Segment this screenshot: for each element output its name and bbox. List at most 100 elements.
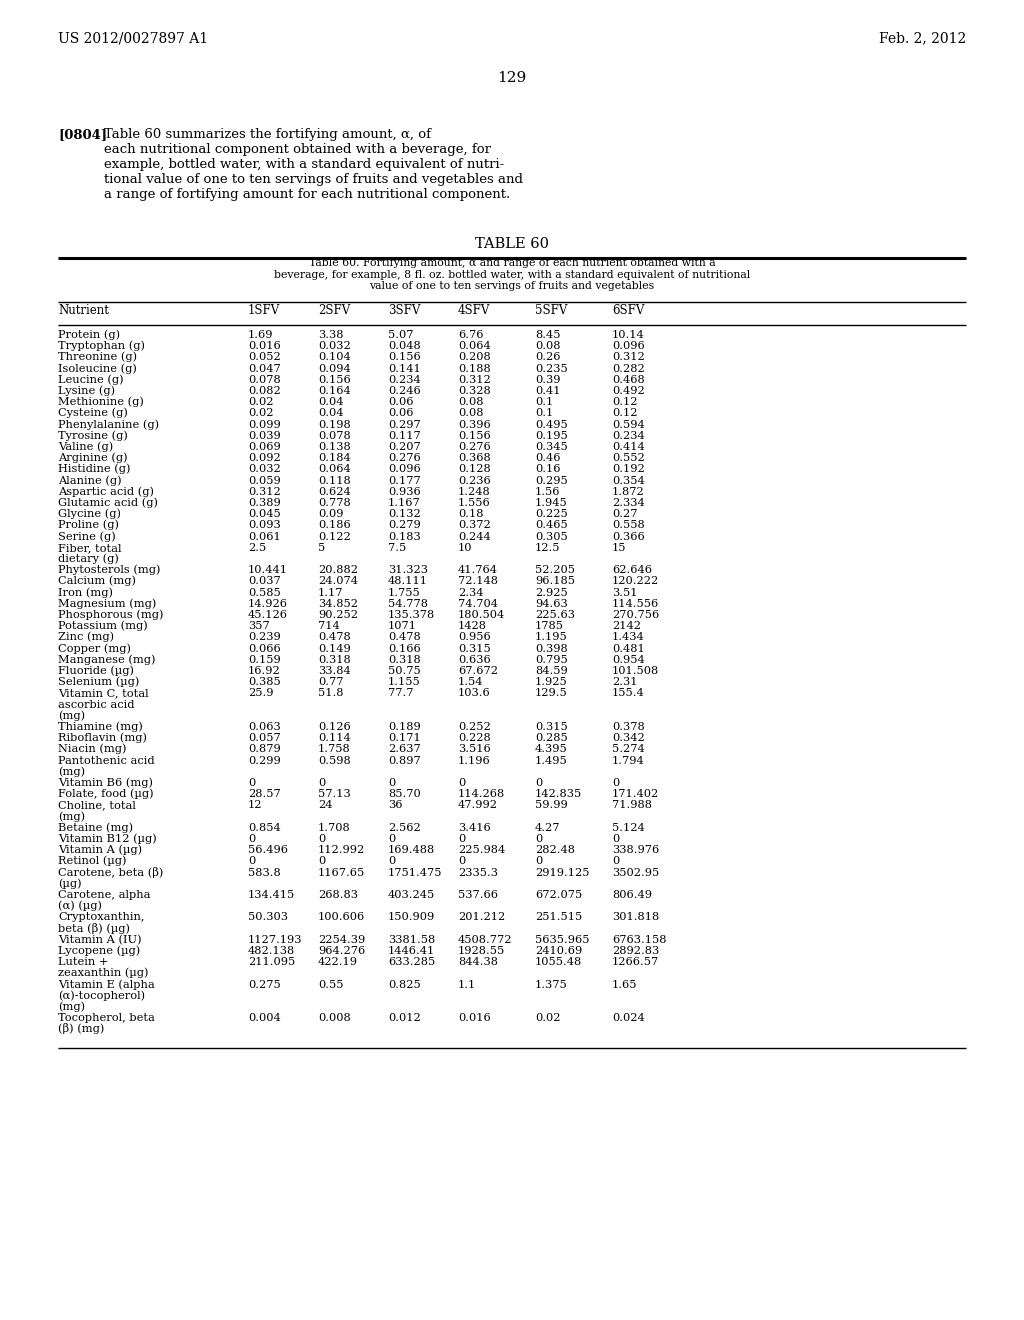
Text: Proline (g): Proline (g) (58, 520, 119, 531)
Text: 0.795: 0.795 (535, 655, 567, 665)
Text: beta (β) (µg): beta (β) (µg) (58, 923, 130, 933)
Text: 1.758: 1.758 (318, 744, 351, 755)
Text: 84.59: 84.59 (535, 667, 567, 676)
Text: 0.312: 0.312 (458, 375, 490, 385)
Text: 0.354: 0.354 (612, 475, 645, 486)
Text: 112.992: 112.992 (318, 845, 366, 855)
Text: 50.75: 50.75 (388, 667, 421, 676)
Text: 2892.83: 2892.83 (612, 946, 659, 956)
Text: 3.38: 3.38 (318, 330, 343, 341)
Text: 0.104: 0.104 (318, 352, 351, 363)
Text: 0.192: 0.192 (612, 465, 645, 474)
Text: 0.118: 0.118 (318, 475, 351, 486)
Text: 0.024: 0.024 (612, 1014, 645, 1023)
Text: 1785: 1785 (535, 622, 564, 631)
Text: 0.189: 0.189 (388, 722, 421, 733)
Text: 33.84: 33.84 (318, 667, 351, 676)
Text: Tryptophan (g): Tryptophan (g) (58, 341, 145, 351)
Text: 0.093: 0.093 (248, 520, 281, 531)
Text: 0.12: 0.12 (612, 397, 638, 407)
Text: 0.378: 0.378 (612, 722, 645, 733)
Text: 537.66: 537.66 (458, 890, 498, 900)
Text: 171.402: 171.402 (612, 789, 659, 799)
Text: 0.328: 0.328 (458, 385, 490, 396)
Text: 0: 0 (318, 777, 326, 788)
Text: 0.08: 0.08 (535, 341, 560, 351)
Text: Isoleucine (g): Isoleucine (g) (58, 363, 137, 374)
Text: 6.76: 6.76 (458, 330, 483, 341)
Text: 0.082: 0.082 (248, 385, 281, 396)
Text: 0.128: 0.128 (458, 465, 490, 474)
Text: 2.925: 2.925 (535, 587, 567, 598)
Text: 1.1: 1.1 (458, 979, 476, 990)
Text: Fiber, total: Fiber, total (58, 543, 122, 553)
Text: 0: 0 (612, 834, 620, 843)
Text: 0.246: 0.246 (388, 385, 421, 396)
Text: Feb. 2, 2012: Feb. 2, 2012 (879, 30, 966, 45)
Text: a range of fortifying amount for each nutritional component.: a range of fortifying amount for each nu… (104, 187, 510, 201)
Text: 0.492: 0.492 (612, 385, 645, 396)
Text: 0.1: 0.1 (535, 408, 553, 418)
Text: 282.48: 282.48 (535, 845, 575, 855)
Text: 0: 0 (535, 834, 543, 843)
Text: 2.5: 2.5 (248, 543, 266, 553)
Text: 1.65: 1.65 (612, 979, 638, 990)
Text: 1055.48: 1055.48 (535, 957, 583, 968)
Text: 57.13: 57.13 (318, 789, 351, 799)
Text: 0.385: 0.385 (248, 677, 281, 688)
Text: 0: 0 (458, 834, 465, 843)
Text: 0.063: 0.063 (248, 722, 281, 733)
Text: 1446.41: 1446.41 (388, 946, 435, 956)
Text: 0.048: 0.048 (388, 341, 421, 351)
Text: Vitamin B6 (mg): Vitamin B6 (mg) (58, 777, 153, 788)
Text: 714: 714 (318, 622, 340, 631)
Text: 301.818: 301.818 (612, 912, 659, 923)
Text: 3381.58: 3381.58 (388, 935, 435, 945)
Text: Tocopherol, beta: Tocopherol, beta (58, 1014, 155, 1023)
Text: Valine (g): Valine (g) (58, 441, 114, 451)
Text: US 2012/0027897 A1: US 2012/0027897 A1 (58, 30, 208, 45)
Text: 129.5: 129.5 (535, 689, 567, 698)
Text: 5635.965: 5635.965 (535, 935, 590, 945)
Text: dietary (g): dietary (g) (58, 553, 119, 564)
Text: 0.02: 0.02 (248, 408, 273, 418)
Text: 672.075: 672.075 (535, 890, 583, 900)
Text: 1.56: 1.56 (535, 487, 560, 496)
Text: 0.02: 0.02 (248, 397, 273, 407)
Text: 2.637: 2.637 (388, 744, 421, 755)
Text: 0.55: 0.55 (318, 979, 343, 990)
Text: 0.059: 0.059 (248, 475, 281, 486)
Text: 0: 0 (248, 857, 255, 866)
Text: 2919.125: 2919.125 (535, 867, 590, 878)
Text: 0: 0 (248, 834, 255, 843)
Text: 28.57: 28.57 (248, 789, 281, 799)
Text: (α) (µg): (α) (µg) (58, 900, 102, 911)
Text: 0.184: 0.184 (318, 453, 351, 463)
Text: 114.268: 114.268 (458, 789, 505, 799)
Text: 45.126: 45.126 (248, 610, 288, 620)
Text: 0.18: 0.18 (458, 510, 483, 519)
Text: 0: 0 (535, 857, 543, 866)
Text: 201.212: 201.212 (458, 912, 505, 923)
Text: 0.057: 0.057 (248, 733, 281, 743)
Text: 0.624: 0.624 (318, 487, 351, 496)
Text: 0.594: 0.594 (612, 420, 645, 429)
Text: 1.17: 1.17 (318, 587, 343, 598)
Text: 36: 36 (388, 800, 402, 810)
Text: 0.096: 0.096 (612, 341, 645, 351)
Text: 0.122: 0.122 (318, 532, 351, 541)
Text: Iron (mg): Iron (mg) (58, 587, 113, 598)
Text: 2335.3: 2335.3 (458, 867, 498, 878)
Text: 1.872: 1.872 (612, 487, 645, 496)
Text: 0.208: 0.208 (458, 352, 490, 363)
Text: 0.164: 0.164 (318, 385, 351, 396)
Text: Histidine (g): Histidine (g) (58, 463, 130, 474)
Text: Riboflavin (mg): Riboflavin (mg) (58, 733, 147, 743)
Text: 1.195: 1.195 (535, 632, 567, 643)
Text: 0.478: 0.478 (388, 632, 421, 643)
Text: zeaxanthin (µg): zeaxanthin (µg) (58, 968, 148, 978)
Text: Carotene, beta (β): Carotene, beta (β) (58, 867, 164, 878)
Text: 1.69: 1.69 (248, 330, 273, 341)
Text: 0.954: 0.954 (612, 655, 645, 665)
Text: 5.07: 5.07 (388, 330, 414, 341)
